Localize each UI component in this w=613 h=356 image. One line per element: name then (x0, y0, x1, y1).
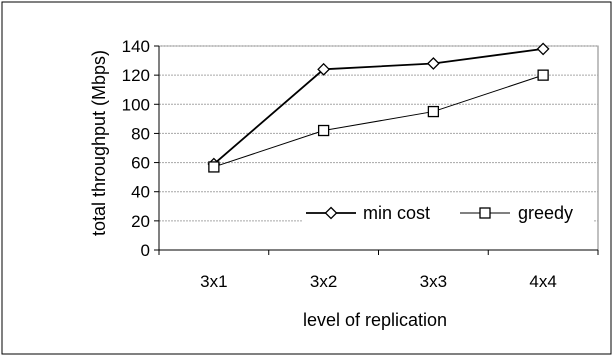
data-point (317, 62, 331, 76)
data-point (426, 57, 440, 70)
y-tick-label: 20 (131, 212, 150, 231)
y-tick-label: 140 (122, 37, 150, 56)
x-axis-title: level of replication (303, 310, 447, 330)
y-tick-label: 60 (131, 154, 150, 173)
series-greedy (208, 69, 549, 173)
data-point (427, 105, 440, 118)
y-tick-label: 0 (141, 241, 150, 260)
legend-marker (324, 206, 338, 220)
y-axis-ticks: 0 20 40 60 80 100 120 140 (122, 37, 159, 260)
x-axis-ticks: 3x1 3x2 3x3 4x4 (158, 250, 599, 291)
x-tick-label: 3x3 (420, 272, 447, 291)
x-tick-label: 3x2 (310, 272, 337, 291)
y-tick-label: 40 (131, 183, 150, 202)
legend-entry: greedy (460, 203, 573, 223)
series-layer (207, 42, 550, 173)
legend-entry: min cost (306, 203, 430, 223)
y-axis-title: total throughput (Mbps) (89, 50, 109, 236)
data-point (537, 69, 549, 81)
x-tick-label: 4x4 (529, 272, 556, 291)
data-point (536, 42, 550, 56)
legend-label: min cost (363, 203, 430, 223)
data-point (317, 124, 330, 137)
y-tick-label: 80 (131, 124, 150, 143)
y-tick-label: 100 (122, 95, 150, 114)
y-tick-label: 120 (122, 66, 150, 85)
legend-marker (479, 207, 491, 219)
series-line (213, 74, 544, 168)
legend-label: greedy (518, 203, 573, 223)
legend: min cost greedy (302, 197, 594, 229)
x-tick-label: 3x1 (200, 272, 227, 291)
series-line (213, 48, 544, 165)
data-point (208, 161, 220, 173)
